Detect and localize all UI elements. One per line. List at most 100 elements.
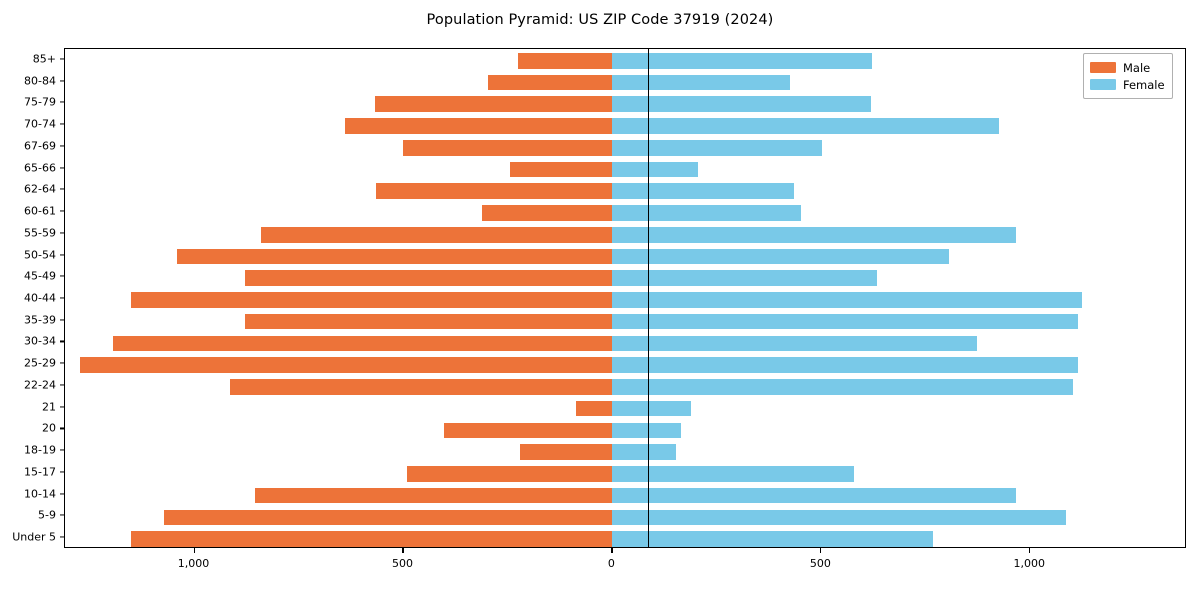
bar-female-10-14[interactable]: [612, 487, 1017, 504]
bar-male-65-66[interactable]: [510, 161, 613, 178]
y-tick-label: 35-39: [24, 313, 56, 327]
pyramid-row: [65, 114, 1185, 136]
bar-male-85-[interactable]: [517, 53, 613, 69]
bar-male-40-44[interactable]: [131, 292, 613, 308]
bar-male-50-54[interactable]: [176, 248, 613, 265]
bar-female-40-44[interactable]: [612, 292, 1083, 308]
x-tick-mark: [611, 548, 613, 553]
page-title: Population Pyramid: US ZIP Code 37919 (2…: [426, 12, 774, 28]
bar-female-65-66[interactable]: [612, 161, 699, 178]
y-tick-mark: [59, 210, 64, 212]
y-tick-mark: [59, 167, 64, 169]
y-tick-mark: [59, 493, 64, 495]
bar-female-30-34[interactable]: [612, 335, 978, 352]
pyramid-row: [65, 266, 1185, 288]
bar-female-25-29[interactable]: [612, 357, 1079, 373]
y-tick-label: 80-84: [24, 74, 56, 88]
bar-female-80-84[interactable]: [612, 74, 790, 91]
y-tick-mark: [59, 232, 64, 234]
x-tick-label: 500: [391, 557, 413, 570]
bar-male-20[interactable]: [443, 422, 613, 439]
bar-male-5-9[interactable]: [164, 509, 613, 526]
pyramid-row: [65, 375, 1185, 397]
y-tick-label: 45-49: [24, 269, 56, 283]
bar-male-25-29[interactable]: [80, 357, 613, 373]
bar-male-30-34[interactable]: [113, 335, 613, 352]
y-tick-mark: [59, 471, 64, 473]
bar-female-22-24[interactable]: [612, 379, 1074, 395]
bar-male-80-84[interactable]: [488, 74, 613, 91]
bar-female-45-49[interactable]: [612, 270, 878, 286]
bar-male-60-61[interactable]: [482, 205, 613, 221]
y-tick-mark: [59, 101, 64, 103]
bar-female-18-19[interactable]: [612, 444, 676, 460]
bar-female-5-9[interactable]: [612, 509, 1067, 526]
pyramid-row: [65, 201, 1185, 223]
bar-male-62-64[interactable]: [376, 183, 613, 200]
y-tick-label: 50-54: [24, 248, 56, 262]
y-tick-label: 30-34: [24, 334, 56, 348]
pyramid-row: [65, 332, 1185, 354]
bar-male-70-74[interactable]: [344, 118, 613, 134]
y-tick-mark: [59, 384, 64, 386]
bar-female-15-17[interactable]: [612, 466, 854, 482]
legend-item-male[interactable]: Male: [1090, 59, 1165, 76]
x-axis: 1,000 500 0 500 1,000: [64, 548, 1186, 588]
pyramid-row: [65, 440, 1185, 462]
bar-male-67-69[interactable]: [403, 139, 613, 156]
y-tick-label: 21: [42, 400, 56, 414]
y-tick-mark: [59, 449, 64, 451]
pyramid-row: [65, 223, 1185, 245]
bar-male-55-59[interactable]: [261, 226, 613, 243]
bar-female-under-5[interactable]: [612, 531, 933, 547]
legend-swatch-male: [1090, 62, 1116, 73]
bar-female-50-54[interactable]: [612, 248, 950, 265]
bar-female-70-74[interactable]: [612, 118, 1000, 134]
pyramid-row: [65, 245, 1185, 267]
legend-label-female: Female: [1123, 77, 1165, 92]
bar-female-75-79[interactable]: [612, 96, 872, 113]
pyramid-row: [65, 179, 1185, 201]
x-tick-mark: [820, 548, 822, 553]
x-tick-mark: [402, 548, 404, 553]
y-tick-mark: [59, 427, 64, 429]
pyramid-row: [65, 288, 1185, 310]
pyramid-row: [65, 136, 1185, 158]
pyramid-row: [65, 462, 1185, 484]
pyramid-row: [65, 353, 1185, 375]
y-tick-label: 18-19: [24, 443, 56, 457]
bar-male-under-5[interactable]: [130, 531, 613, 547]
bar-female-60-61[interactable]: [612, 205, 802, 221]
bar-male-45-49[interactable]: [244, 270, 613, 286]
pyramid-row: [65, 397, 1185, 419]
y-tick-label: 5-9: [38, 508, 56, 522]
bar-male-75-79[interactable]: [375, 96, 613, 113]
bar-male-18-19[interactable]: [520, 444, 613, 460]
y-tick-label: Under 5: [12, 530, 56, 544]
legend-item-female[interactable]: Female: [1090, 76, 1165, 93]
y-tick-mark: [59, 145, 64, 147]
bar-female-35-39[interactable]: [612, 313, 1079, 330]
bar-female-21[interactable]: [612, 400, 691, 417]
bar-female-20[interactable]: [612, 422, 682, 439]
y-tick-label: 75-79: [24, 95, 56, 109]
zero-axis-line: [647, 49, 650, 547]
bar-female-62-64[interactable]: [612, 183, 795, 200]
y-tick-label: 70-74: [24, 117, 56, 131]
bar-female-55-59[interactable]: [612, 226, 1017, 243]
pyramid-row: [65, 92, 1185, 114]
bar-male-21[interactable]: [575, 400, 613, 417]
y-tick-label: 22-24: [24, 378, 56, 392]
bar-male-15-17[interactable]: [406, 466, 613, 482]
bar-male-22-24[interactable]: [229, 379, 613, 395]
y-axis: Under 5 5-9 10-14 15-17 18-19 20 21 22-24 25-29 3…: [0, 48, 64, 548]
bar-male-10-14[interactable]: [254, 487, 613, 504]
bar-female-85-[interactable]: [612, 53, 873, 69]
y-tick-label: 55-59: [24, 226, 56, 240]
bar-female-67-69[interactable]: [612, 139, 823, 156]
y-tick-label: 20: [42, 421, 56, 435]
bar-male-35-39[interactable]: [244, 313, 613, 330]
y-tick-mark: [59, 514, 64, 516]
y-tick-mark: [59, 340, 64, 343]
